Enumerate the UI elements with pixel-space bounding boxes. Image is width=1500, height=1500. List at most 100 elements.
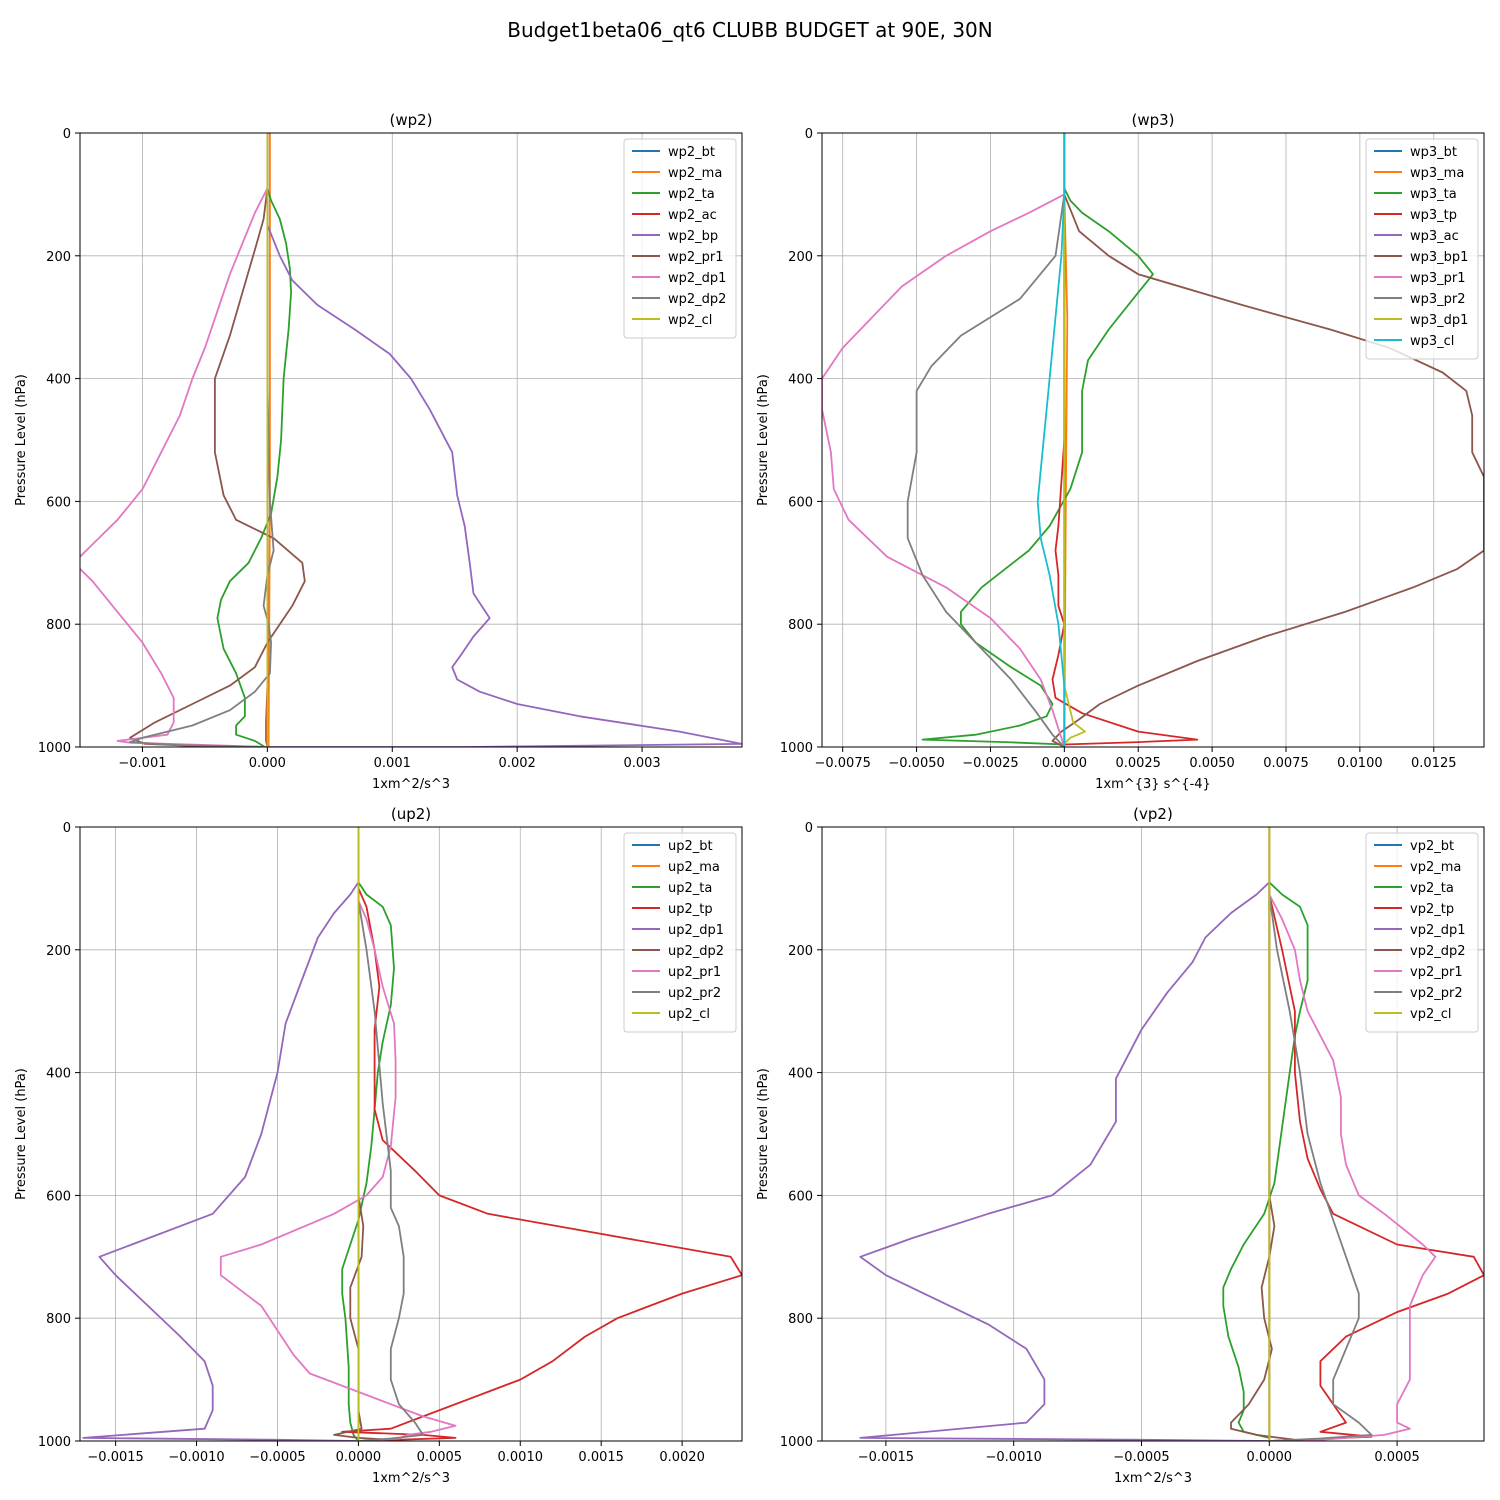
panel-title: (wp3)	[1131, 111, 1174, 129]
legend: up2_bt up2_ma up2_ta up2_tp up2_dp1 up2_dp2up…	[623, 832, 737, 1033]
legend-label: wp2_cl	[668, 313, 712, 328]
series-group	[822, 133, 1484, 747]
series-line-vp2_dp1	[859, 881, 1270, 1441]
x-tick-label: 0.002	[499, 756, 536, 771]
y-tick-label: 800	[46, 618, 71, 633]
series-line-vp2_tp	[1268, 894, 1484, 1441]
y-tick-label: 600	[46, 1189, 71, 1204]
legend-label: up2_dp2	[668, 944, 724, 959]
y-tick-label: 0	[63, 127, 71, 142]
legend-label: up2_bt	[668, 839, 713, 854]
x-tick-label: −0.0015	[858, 1450, 914, 1465]
series-line-wp2_dp1	[80, 187, 269, 747]
x-tick-label: 0.001	[374, 756, 411, 771]
y-axis-label: Pressure Level (hPa)	[14, 1068, 29, 1200]
x-tick-label: −0.0075	[814, 756, 870, 771]
y-tick-label: 800	[46, 1312, 71, 1327]
legend-label: vp2_pr1	[1410, 965, 1463, 980]
y-tick-label: 0	[805, 821, 813, 836]
series-line-wp3_tp	[1051, 194, 1199, 746]
series-line-wp2_bp	[266, 224, 742, 747]
series-group	[82, 827, 742, 1441]
series-line-wp3_dp1	[1063, 133, 1086, 745]
series-group	[859, 827, 1484, 1441]
legend-label: wp3_pr2	[1410, 292, 1466, 307]
x-axis-label: 1xm^2/s^3	[372, 777, 450, 792]
y-tick-label: 1000	[38, 741, 71, 756]
legend-label: wp3_ma	[1410, 166, 1464, 181]
x-tick-label: −0.0010	[986, 1450, 1042, 1465]
y-tick-label: 400	[788, 373, 813, 388]
legend-label: up2_pr1	[668, 965, 721, 980]
series-line-wp3_bp1	[1051, 194, 1484, 747]
x-axis-label: 1xm^2/s^3	[372, 1471, 450, 1486]
series-line-wp3_pr2	[906, 194, 1066, 747]
x-tick-label: 0.0015	[578, 1450, 624, 1465]
legend-label: vp2_bt	[1410, 839, 1454, 854]
legend-label: wp2_pr1	[668, 250, 724, 265]
x-tick-label: 0.0100	[1337, 756, 1383, 771]
y-tick-label: 1000	[38, 1435, 71, 1450]
y-tick-label: 800	[788, 1312, 813, 1327]
panel-title: (vp2)	[1133, 805, 1173, 823]
legend-label: wp2_ma	[668, 166, 722, 181]
series-line-vp2_dp2	[1230, 888, 1296, 1441]
y-tick-label: 400	[788, 1067, 813, 1082]
y-tick-label: 200	[788, 250, 813, 265]
legend-label: wp3_bp1	[1410, 250, 1468, 265]
x-tick-label: 0.0005	[417, 1450, 463, 1465]
x-tick-label: −0.0025	[962, 756, 1018, 771]
y-axis-label: Pressure Level (hPa)	[14, 374, 29, 506]
series-line-wp2_dp2	[129, 194, 275, 747]
panel-3: −0.0015 −0.0010 −0.0005 0.0000 0.0005 0 200 400…	[756, 805, 1485, 1486]
legend-label: wp3_cl	[1410, 334, 1454, 349]
series-line-up2_ta	[341, 881, 395, 1441]
legend-label: wp2_dp2	[668, 292, 726, 307]
x-tick-label: 0.0050	[1189, 756, 1235, 771]
panel-1: −0.0075 −0.0050 −0.0025 0.0000 0.0025 0.0050 0…	[756, 111, 1485, 792]
panel-title: (up2)	[391, 805, 431, 823]
x-tick-label: 0.0000	[1042, 756, 1088, 771]
x-tick-label: 0.0075	[1263, 756, 1309, 771]
series-line-wp3_cl	[1036, 133, 1066, 747]
legend: wp3_bt wp3_ma wp3_ta wp3_tp wp3_ac wp3_bp1 wp3…	[1365, 138, 1479, 360]
legend-label: wp3_pr1	[1410, 271, 1466, 286]
y-axis-label: Pressure Level (hPa)	[756, 374, 771, 506]
legend-label: wp3_bt	[1410, 145, 1457, 160]
legend-label: up2_pr2	[668, 986, 721, 1001]
panel-2: −0.0015 −0.0010 −0.0005 0.0000 0.0005 0.0010 0…	[14, 805, 743, 1486]
x-axis-label: 1xm^{3} s^{-4}	[1095, 777, 1211, 792]
figure-title: Budget1beta06_qt6 CLUBB BUDGET at 90E, 3…	[507, 18, 993, 42]
y-tick-label: 1000	[780, 741, 813, 756]
legend-label: up2_ta	[668, 881, 712, 896]
legend: vp2_bt vp2_ma vp2_ta vp2_tp vp2_dp1 vp2_dp2vp…	[1365, 832, 1479, 1033]
legend-label: wp2_ac	[668, 208, 717, 223]
legend-label: wp2_ta	[668, 187, 715, 202]
legend-label: up2_ma	[668, 860, 720, 875]
y-tick-label: 600	[46, 495, 71, 510]
x-tick-label: 0.0005	[1374, 1450, 1420, 1465]
legend-label: up2_dp1	[668, 923, 724, 938]
y-tick-label: 600	[788, 495, 813, 510]
plot-frame	[821, 132, 1485, 748]
series-group	[80, 133, 742, 747]
legend-label: wp3_dp1	[1410, 313, 1468, 328]
series-line-up2_tp	[341, 888, 742, 1441]
legend: wp2_bt wp2_ma wp2_ta wp2_ac wp2_bp wp2_pr1 wp2…	[623, 138, 737, 339]
series-line-wp3_ta	[921, 187, 1154, 746]
legend-label: wp3_ta	[1410, 187, 1457, 202]
legend-label: wp2_bp	[668, 229, 718, 244]
y-tick-label: 200	[46, 944, 71, 959]
legend-label: wp2_dp1	[668, 271, 726, 286]
legend-label: vp2_ta	[1410, 881, 1454, 896]
legend-label: vp2_tp	[1410, 902, 1454, 917]
y-tick-label: 200	[46, 250, 71, 265]
x-tick-label: −0.0015	[87, 1450, 143, 1465]
y-tick-label: 1000	[780, 1435, 813, 1450]
x-tick-label: 0.0000	[1247, 1450, 1293, 1465]
y-tick-label: 0	[63, 821, 71, 836]
x-tick-label: 0.0010	[498, 1450, 544, 1465]
panel-title: (wp2)	[389, 111, 432, 129]
